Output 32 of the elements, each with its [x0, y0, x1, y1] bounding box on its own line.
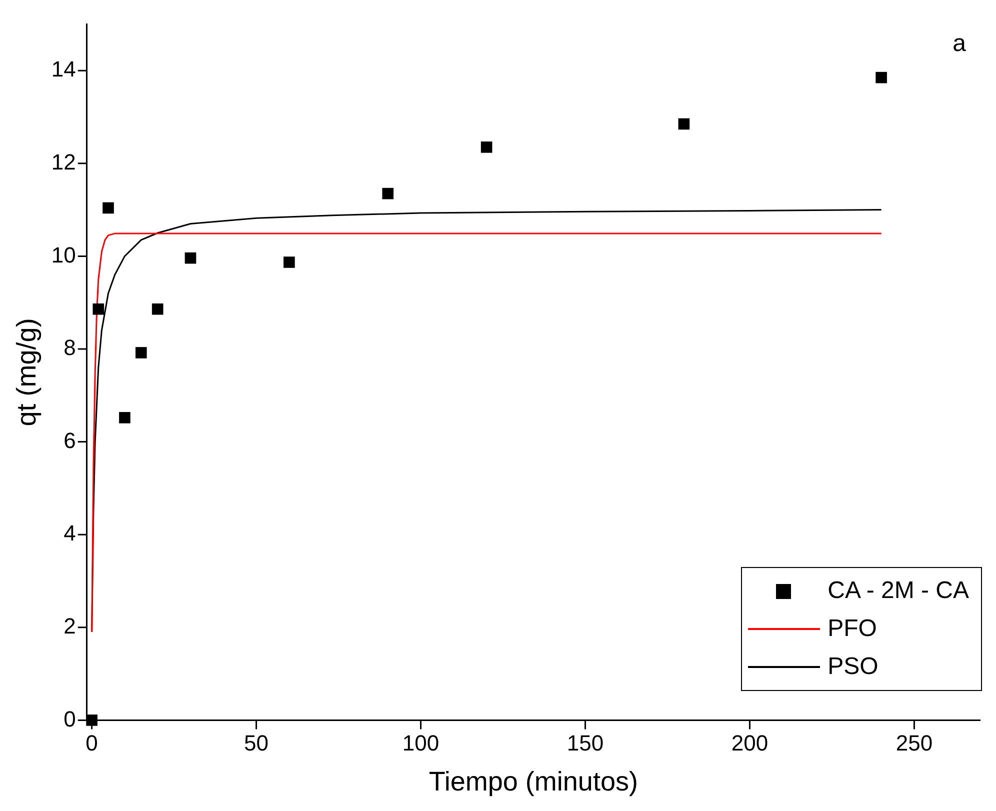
point — [152, 303, 164, 315]
y-tick-label: 4 — [64, 520, 76, 546]
y-tick-label: 2 — [64, 613, 76, 638]
y-tick-label: 10 — [51, 242, 76, 268]
x-tick-label: 200 — [731, 730, 768, 756]
point — [382, 188, 394, 200]
y-axis-title: qt (mg/g) — [12, 318, 42, 426]
point — [86, 714, 98, 726]
point — [119, 412, 130, 424]
point — [678, 118, 690, 130]
y-tick-label: 8 — [64, 335, 76, 360]
point — [284, 256, 295, 268]
legend-label: PFO — [828, 615, 877, 643]
y-tick-label: 14 — [51, 56, 76, 82]
x-tick-label: 100 — [402, 730, 440, 756]
y-tick-label: 12 — [51, 149, 76, 174]
x-axis-title: Tiempo (minutos) — [428, 766, 638, 796]
x-tick-label: 50 — [244, 730, 269, 756]
annotation: a — [952, 30, 966, 58]
x-tick-label: 150 — [566, 730, 604, 756]
point — [184, 252, 196, 264]
y-tick-label: 6 — [64, 428, 76, 453]
point — [135, 347, 147, 358]
legend-label: PSO — [828, 653, 878, 681]
point — [102, 202, 114, 214]
y-tick-label: 0 — [64, 706, 76, 732]
point — [92, 303, 104, 315]
x-tick-label: 250 — [896, 730, 933, 756]
point — [480, 142, 492, 153]
point — [876, 72, 887, 84]
legend-label: CA - 2M - CA — [828, 577, 969, 605]
x-tick-label: 0 — [86, 730, 98, 756]
